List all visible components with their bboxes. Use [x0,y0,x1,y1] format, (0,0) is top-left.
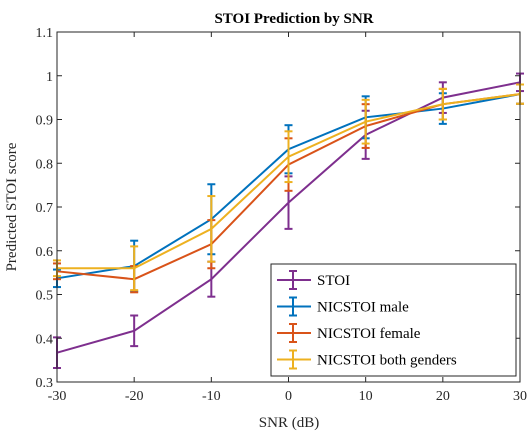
error-bar [361,98,370,145]
legend-item: NICSTOI male [277,296,409,317]
y-tick-label: 0.8 [36,157,54,172]
error-bar [207,195,216,263]
error-bar [130,245,139,292]
series-nicstoi-female [53,83,524,294]
series-layer [53,72,524,369]
legend-item: NICSTOI female [277,323,421,343]
x-tick-label: -10 [202,389,221,404]
error-bar [284,130,293,184]
y-axis-label: Predicted STOI score [4,142,20,271]
legend-item: STOI [277,270,350,290]
chart-title: STOI Prediction by SNR [214,11,373,27]
x-tick-label: -20 [125,389,144,404]
error-bar [130,314,139,348]
x-axis-label: SNR (dB) [259,415,319,431]
y-tick-label: 0.5 [36,289,54,304]
legend-label: NICSTOI male [317,300,409,316]
legend-item: NICSTOI both genders [277,349,457,370]
y-tick-label: 0.3 [36,376,54,391]
y-tick-label: 0.6 [36,245,54,260]
legend: STOI NICSTOI male NICSTOI female NICSTOI bo… [270,263,517,377]
y-tick-label: 1 [46,70,53,85]
y-tick-label: 0.7 [36,201,54,216]
y-tick-label: 1.1 [36,26,54,41]
legend-label: STOI [317,273,350,289]
x-tick-label: 30 [513,389,527,404]
y-tick-label: 0.9 [36,114,54,129]
x-tick-label: 20 [436,389,450,404]
legend-label: NICSTOI both genders [317,353,457,369]
legend-box [270,263,517,377]
x-tick-label: -30 [48,389,67,404]
x-tick-label: 0 [285,389,292,404]
y-tick-label: 0.4 [36,332,54,347]
x-tick-label: 10 [359,389,373,404]
legend-label: NICSTOI female [317,326,421,342]
error-bar [438,87,447,121]
